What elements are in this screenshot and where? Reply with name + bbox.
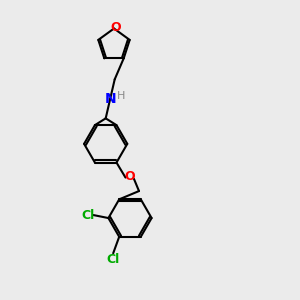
Text: H: H xyxy=(116,91,125,101)
Text: O: O xyxy=(125,169,135,183)
Text: Cl: Cl xyxy=(106,254,120,266)
Text: O: O xyxy=(110,21,121,34)
Text: N: N xyxy=(104,92,116,106)
Text: Cl: Cl xyxy=(81,208,94,222)
